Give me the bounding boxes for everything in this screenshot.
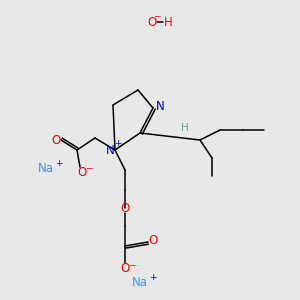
Text: O: O — [120, 262, 130, 275]
Text: +: + — [149, 272, 157, 281]
Text: H: H — [164, 16, 172, 28]
Text: +: + — [55, 158, 63, 167]
Text: +: + — [114, 139, 122, 148]
Text: O: O — [148, 235, 158, 248]
Text: −: − — [128, 260, 136, 269]
Text: −: − — [85, 164, 93, 172]
Text: N: N — [156, 100, 164, 113]
Text: O: O — [120, 202, 130, 215]
Text: O: O — [77, 166, 87, 178]
Text: −: − — [153, 11, 161, 20]
Text: O: O — [51, 134, 61, 146]
Text: H: H — [181, 123, 189, 133]
Text: O: O — [147, 16, 157, 28]
Text: Na: Na — [38, 161, 54, 175]
Text: Na: Na — [132, 275, 148, 289]
Text: N: N — [106, 143, 114, 157]
